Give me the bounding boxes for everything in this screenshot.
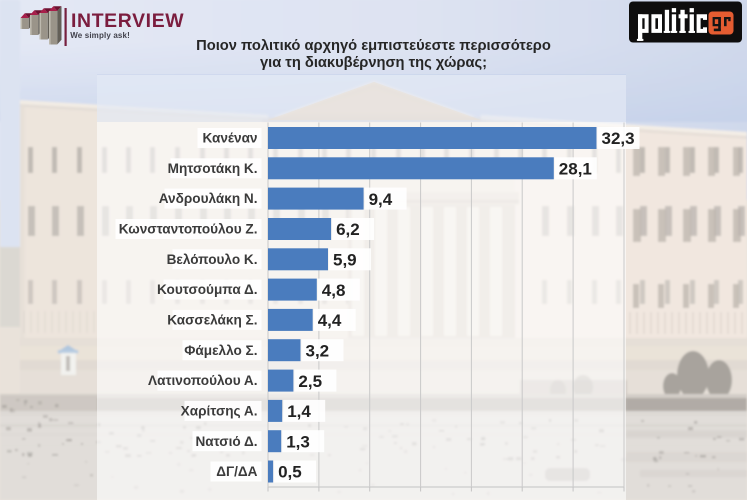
svg-text:για τη διακυβέρνηση της χώρας;: για τη διακυβέρνηση της χώρας; bbox=[260, 55, 487, 71]
svg-text:Φάμελλο Σ.: Φάμελλο Σ. bbox=[184, 343, 257, 358]
svg-text:2,5: 2,5 bbox=[298, 372, 322, 391]
svg-text:5,9: 5,9 bbox=[333, 251, 357, 270]
svg-text:Κασσελάκη Σ.: Κασσελάκη Σ. bbox=[167, 313, 257, 328]
svg-text:1,3: 1,3 bbox=[286, 432, 310, 451]
svg-text:Μητσοτάκη Κ.: Μητσοτάκη Κ. bbox=[168, 161, 258, 176]
svg-text:Κωνσταντοπούλου Ζ.: Κωνσταντοπούλου Ζ. bbox=[119, 222, 258, 237]
svg-text:Ανδρουλάκη Ν.: Ανδρουλάκη Ν. bbox=[159, 191, 258, 206]
svg-text:Βελόπουλο Κ.: Βελόπουλο Κ. bbox=[167, 252, 258, 267]
svg-text:0,5: 0,5 bbox=[278, 463, 302, 482]
svg-text:Ποιον πολιτικό αρχηγό εμπιστεύ: Ποιον πολιτικό αρχηγό εμπιστεύεστε περισ… bbox=[196, 38, 551, 54]
svg-text:1,4: 1,4 bbox=[287, 402, 311, 421]
svg-text:4,4: 4,4 bbox=[318, 311, 342, 330]
svg-text:Χαρίτσης Α.: Χαρίτσης Α. bbox=[181, 404, 258, 419]
svg-text:4,8: 4,8 bbox=[322, 281, 346, 300]
svg-text:3,2: 3,2 bbox=[306, 341, 330, 360]
svg-text:28,1: 28,1 bbox=[559, 160, 592, 179]
svg-text:Λατινοπούλου Α.: Λατινοπούλου Α. bbox=[148, 373, 257, 388]
svg-text:Νατσιό Δ.: Νατσιό Δ. bbox=[195, 434, 257, 449]
svg-text:ΔΓ/ΔΑ: ΔΓ/ΔΑ bbox=[216, 464, 257, 479]
svg-text:6,2: 6,2 bbox=[336, 220, 360, 239]
svg-text:Κανέναν: Κανέναν bbox=[202, 131, 257, 146]
svg-text:Κουτσούμπα Δ.: Κουτσούμπα Δ. bbox=[157, 282, 257, 297]
svg-text:INTERVIEW: INTERVIEW bbox=[71, 10, 184, 32]
svg-text:9,4: 9,4 bbox=[369, 190, 393, 209]
svg-text:32,3: 32,3 bbox=[602, 129, 635, 148]
svg-text:We simply ask!: We simply ask! bbox=[70, 31, 130, 40]
